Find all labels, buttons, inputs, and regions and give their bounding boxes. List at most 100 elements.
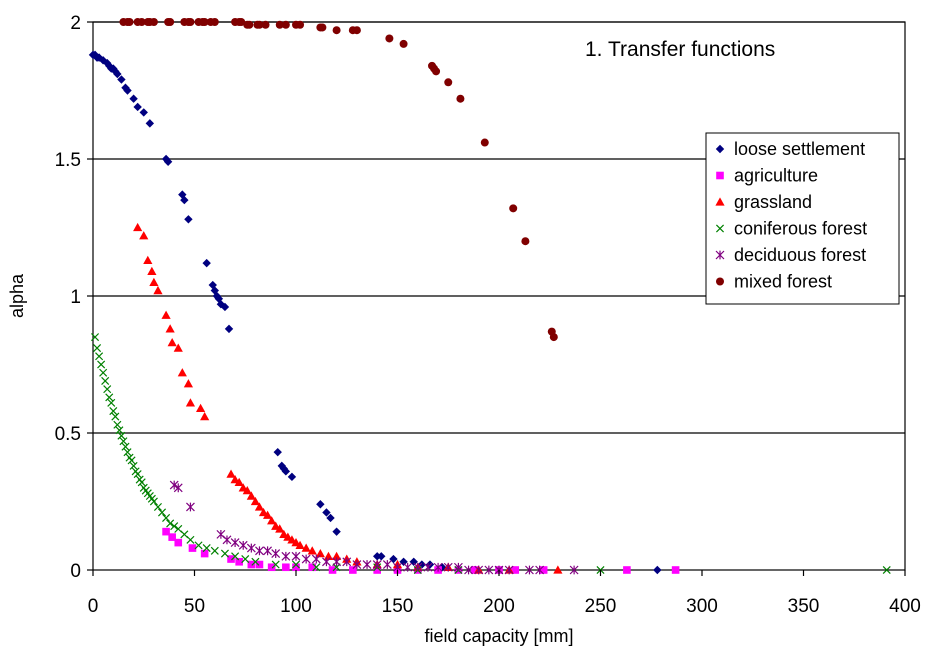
data-point [99, 368, 108, 377]
data-point [569, 565, 579, 575]
legend-item: deciduous forest [715, 245, 866, 265]
y-axis-title: alpha [7, 273, 27, 318]
data-point [177, 368, 187, 377]
data-point [93, 344, 102, 353]
data-point [385, 34, 394, 43]
data-point [231, 552, 240, 561]
data-point [456, 94, 465, 103]
data-point [123, 448, 132, 457]
data-point [245, 20, 254, 29]
data-point [137, 18, 146, 26]
data-point [281, 20, 290, 29]
legend-marker [715, 250, 725, 260]
legend: loose settlement agriculture grassland coni… [705, 132, 900, 305]
data-point [453, 562, 463, 572]
data-point [247, 560, 256, 569]
data-point [111, 412, 120, 421]
data-point [352, 560, 362, 569]
x-axis-ticks: 0 50 100 150 200 250 300 350 400 [88, 570, 921, 617]
data-point [262, 510, 273, 519]
data-point [173, 483, 183, 493]
legend-label: loose settlement [734, 139, 865, 159]
data-point [373, 566, 381, 574]
data-point [267, 516, 277, 525]
data-point [291, 551, 301, 561]
data-point [254, 502, 265, 511]
data-point [103, 58, 112, 68]
data-point [119, 437, 128, 446]
legend-marker [715, 197, 725, 206]
data-point [273, 447, 282, 457]
y-tick-label: 2 [70, 13, 81, 34]
data-point [263, 546, 273, 556]
data-point [275, 524, 285, 533]
data-point [123, 86, 132, 95]
data-points [88, 18, 891, 575]
x-tick-label: 0 [88, 596, 99, 617]
data-point [149, 497, 158, 506]
data-point [480, 138, 489, 147]
data-point [149, 277, 159, 286]
data-point [281, 551, 291, 561]
data-point [251, 557, 260, 566]
data-point [623, 566, 631, 574]
data-point [103, 385, 112, 394]
x-tick-label: 300 [686, 596, 718, 617]
legend-marker [716, 171, 724, 180]
data-point [168, 533, 176, 541]
data-point [95, 352, 104, 361]
data-point [121, 442, 130, 451]
data-point [200, 411, 210, 421]
legend-label: agriculture [734, 166, 818, 186]
legend-item: agriculture [716, 166, 818, 186]
data-point [166, 18, 175, 26]
data-point [433, 562, 443, 572]
data-point [295, 540, 305, 550]
data-point [296, 20, 305, 29]
data-point [882, 565, 891, 575]
data-point [553, 565, 563, 574]
legend-label: deciduous forest [734, 245, 866, 265]
data-point [185, 398, 196, 407]
data-point [194, 541, 203, 550]
data-point [535, 565, 545, 575]
legend-item: grassland [715, 192, 812, 212]
data-point [362, 560, 372, 569]
data-point [275, 20, 284, 29]
data-point [139, 231, 149, 240]
x-tick-label: 50 [184, 596, 205, 617]
data-point [413, 562, 423, 572]
data-point [97, 360, 106, 369]
data-point [332, 527, 341, 536]
data-point [195, 403, 206, 413]
y-axis-ticks: 0 0.5 1 1.5 2 [55, 13, 93, 582]
data-point [183, 379, 194, 388]
data-point [316, 500, 325, 509]
legend-item: coniferous forest [715, 219, 867, 239]
data-point [125, 18, 134, 26]
data-point [291, 560, 301, 569]
data-point [210, 18, 219, 26]
data-point [94, 53, 104, 62]
data-point [184, 215, 193, 224]
data-point [301, 543, 311, 552]
x-tick-label: 350 [788, 596, 820, 617]
data-point [237, 18, 246, 26]
data-point [153, 285, 163, 295]
data-point [147, 266, 157, 276]
data-point [332, 26, 341, 35]
data-point [443, 562, 453, 572]
data-point [101, 376, 110, 385]
data-point [186, 18, 195, 26]
data-point [174, 538, 183, 547]
data-point [220, 302, 230, 312]
data-point [145, 119, 155, 128]
data-point [133, 222, 143, 232]
data-point [105, 393, 114, 402]
data-point [250, 496, 260, 506]
data-point [328, 566, 337, 574]
data-point [281, 467, 291, 476]
data-point [311, 554, 321, 564]
legend-label: grassland [734, 192, 812, 212]
data-point [246, 543, 256, 553]
